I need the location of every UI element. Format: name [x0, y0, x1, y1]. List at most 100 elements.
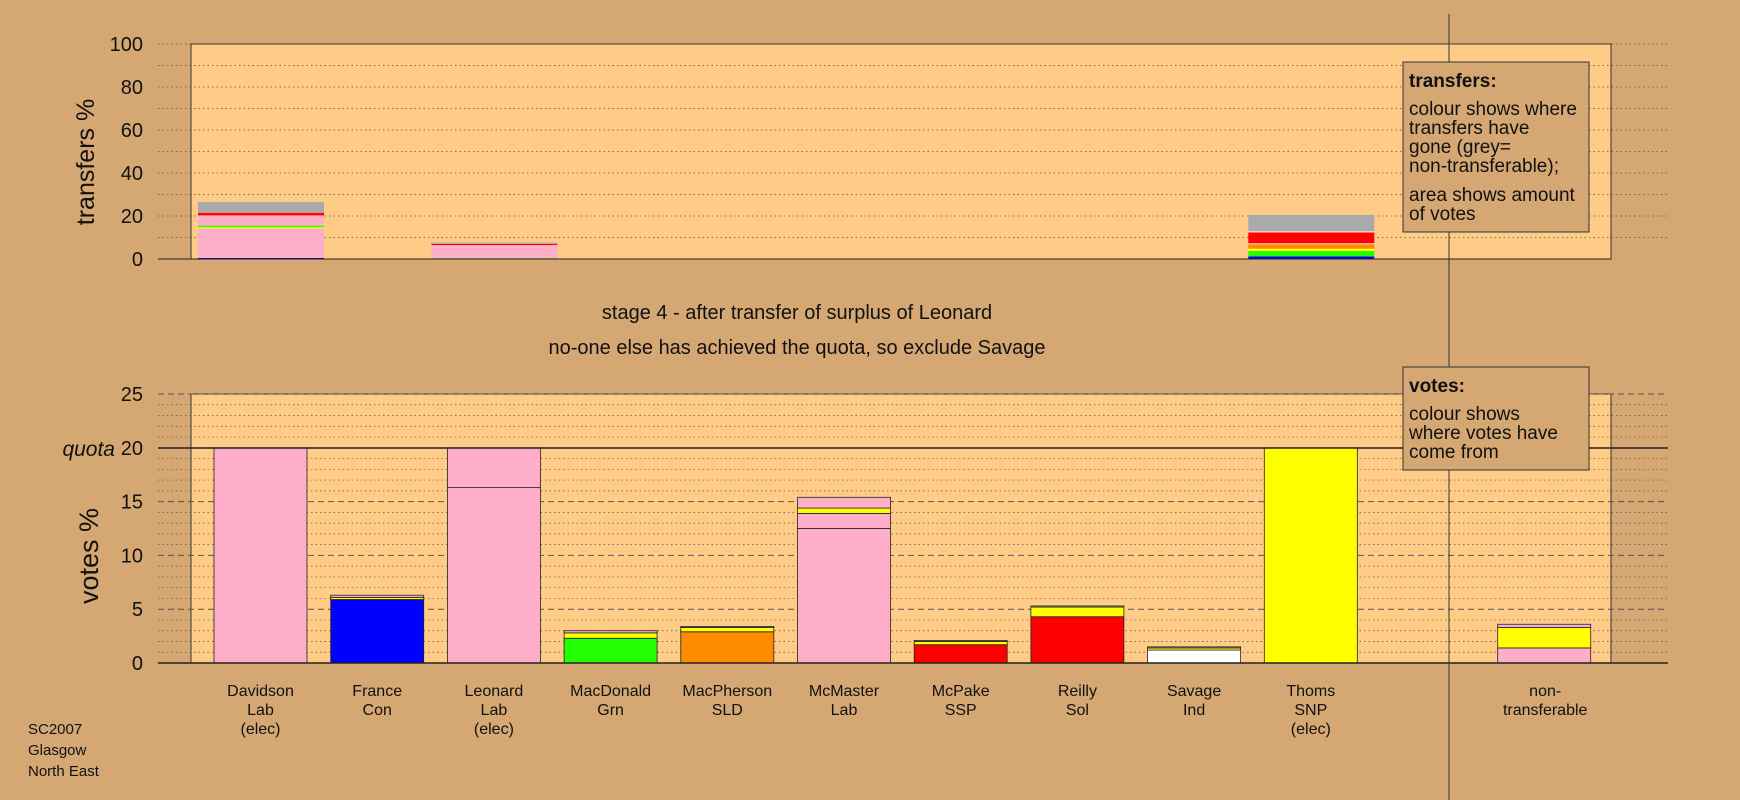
votes-bar-macdonald: [563, 630, 658, 664]
votes-bar-segment: [680, 626, 775, 628]
votes-y-ticks: 0 5 10 15 20 25: [121, 384, 143, 675]
votes-bar-segment: [1263, 447, 1358, 664]
transfers-bar-leonard: [431, 242, 558, 259]
votes-legend: votes: colour shows where votes have come …: [1402, 366, 1590, 471]
votes-bar-non: [1497, 623, 1592, 664]
votes-bar-segment: [563, 632, 658, 639]
candidate-label-line: SNP: [1294, 702, 1327, 719]
votes-bar-mcpake: [913, 640, 1008, 664]
votes-bar-segment: [563, 630, 658, 634]
votes-bar-segment: [797, 513, 891, 529]
votes-y-tick-label: 5: [132, 599, 143, 621]
transfers-y-tick-label: 40: [121, 163, 143, 185]
votes-y-tick-label: 0: [132, 653, 143, 675]
votes-bar-segment: [913, 644, 1008, 664]
transfers-bar-segment: [198, 202, 324, 213]
transfers-bar-segment: [1248, 248, 1375, 251]
footer-city: Glasgow: [28, 742, 87, 759]
votes-bar-segment: [1497, 647, 1592, 664]
transfers-bar-segment: [1248, 244, 1375, 249]
candidate-label-line: France: [352, 683, 402, 700]
votes-bar-france: [330, 594, 425, 664]
votes-legend-box: [1402, 366, 1590, 471]
votes-bar-segment: [1030, 616, 1125, 664]
votes-bar-segment: [680, 627, 775, 633]
votes-bar-macpherson: [680, 626, 775, 664]
votes-bar-segment: [913, 640, 1008, 642]
transfers-legend: transfers: colour shows where transfers h…: [1402, 61, 1590, 233]
votes-bar-segment: [797, 507, 891, 514]
votes-bar-segment: [1147, 646, 1241, 649]
candidate-label-line: Grn: [597, 702, 624, 719]
votes-bar-segment: [797, 496, 891, 509]
votes-y-tick-label: 25: [121, 384, 143, 406]
votes-y-tick-label: 15: [121, 492, 143, 514]
transfers-y-tick-label: 20: [121, 206, 143, 228]
candidate-label-line: McMaster: [809, 683, 880, 700]
transfers-bar-segment: [1248, 256, 1375, 259]
votes-y-axis-label: votes %: [74, 508, 104, 604]
transfers-y-tick-label: 60: [121, 120, 143, 142]
candidate-label-line: Thoms: [1286, 683, 1335, 700]
candidate-label-line: SSP: [945, 702, 977, 719]
votes-bar-segment: [1030, 605, 1125, 608]
votes-bar-segment: [1497, 623, 1592, 628]
candidate-label-line: SLD: [712, 702, 743, 719]
votes-y-tick-label: 20: [121, 438, 143, 460]
candidate-label-line: non-: [1529, 683, 1561, 700]
transfers-bar-segment: [198, 225, 324, 228]
stage-title: stage 4 - after transfer of surplus of L…: [602, 302, 992, 324]
footer-ward: North East: [28, 763, 100, 780]
transfers-legend-text2: area shows amount of votes: [1409, 185, 1576, 225]
transfers-bars: [198, 202, 1375, 259]
transfers-bar-thoms: [1248, 214, 1375, 259]
candidate-label-line: MacPherson: [682, 683, 772, 700]
transfers-bar-segment: [198, 257, 324, 259]
votes-bar-savage: [1147, 646, 1241, 664]
candidate-label-line: Lab: [247, 702, 274, 719]
votes-bar-segment: [563, 637, 658, 664]
transfers-bar-segment: [1248, 232, 1375, 244]
transfers-bar-segment: [198, 215, 324, 226]
candidate-label-line: Leonard: [465, 683, 524, 700]
votes-bar-segment: [446, 447, 541, 489]
transfers-y-ticks: 0 20 40 60 80 100: [110, 34, 143, 271]
candidate-label-line: MacDonald: [570, 683, 651, 700]
candidate-label-line: Davidson: [227, 683, 294, 700]
transfers-y-axis-label: transfers %: [72, 99, 100, 225]
votes-plot-area: [190, 393, 1612, 664]
votes-bars: [213, 447, 1592, 664]
candidate-label-line: Reilly: [1058, 683, 1097, 700]
transfers-legend-text1: colour shows where transfers have gone (gr…: [1409, 99, 1577, 177]
candidate-label-line: transferable: [1503, 702, 1588, 719]
transfers-bar-segment: [198, 227, 324, 229]
transfers-bar-segment: [198, 212, 324, 216]
votes-bar-segment: [797, 528, 891, 664]
candidate-label-line: Lab: [481, 702, 508, 719]
votes-bar-mcmaster: [797, 496, 891, 664]
votes-bar-segment: [1497, 627, 1592, 649]
candidate-label-line: (elec): [1291, 721, 1331, 738]
candidate-label-line: (elec): [240, 721, 280, 738]
votes-bar-davidson: [213, 447, 308, 664]
transfers-bar-segment: [1248, 243, 1375, 245]
votes-bar-leonard: [446, 447, 541, 664]
votes-bar-segment: [330, 594, 425, 598]
candidate-label-line: Savage: [1167, 683, 1221, 700]
candidate-label-line: McPake: [932, 683, 990, 700]
transfers-bar-davidson: [198, 202, 324, 259]
quota-label: quota: [62, 438, 115, 461]
votes-y-tick-label: 10: [121, 545, 143, 567]
votes-bar-segment: [1030, 606, 1125, 618]
transfers-bar-segment: [1248, 231, 1375, 233]
transfers-legend-heading: transfers:: [1409, 71, 1497, 92]
stage-subtitle: no-one else has achieved the quota, so e…: [548, 337, 1045, 359]
votes-bar-segment: [680, 631, 775, 664]
transfers-bar-segment: [431, 242, 558, 244]
transfers-bar-segment: [431, 245, 558, 259]
candidate-label-line: Lab: [831, 702, 858, 719]
votes-bar-segment: [330, 599, 425, 664]
votes-legend-heading: votes:: [1409, 376, 1465, 397]
transfers-bar-segment: [1248, 250, 1375, 257]
